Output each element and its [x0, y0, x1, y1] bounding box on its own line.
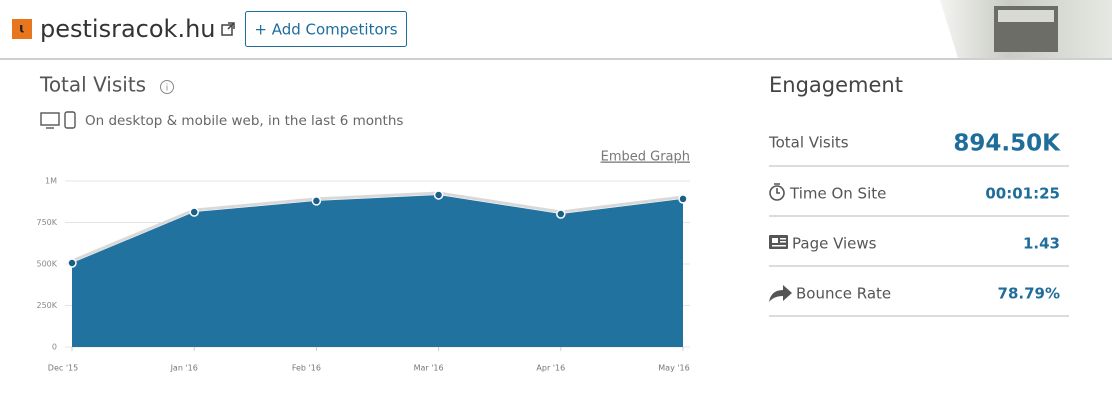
data-point [67, 258, 77, 268]
metric-label: Total Visits [768, 134, 849, 152]
y-tick-label: 0 [52, 343, 57, 352]
subtitle: On desktop & mobile web, in the last 6 m… [85, 113, 403, 129]
metric-label: Time On Site [789, 185, 886, 203]
data-point [189, 207, 199, 217]
area [72, 194, 683, 347]
favicon-glyph: ɩ [19, 22, 25, 37]
data-point [311, 196, 322, 206]
y-tick-label: 500K [36, 260, 57, 269]
x-tick-label: Apr '16 [536, 364, 565, 373]
engagement-title: Engagement [769, 73, 903, 97]
y-tick-label: 250K [36, 301, 57, 310]
thumbnail-detail [998, 10, 1054, 22]
metric-label: Page Views [792, 235, 877, 253]
metric-value: 894.50K [953, 131, 1061, 157]
x-tick-label: Feb '16 [292, 364, 321, 373]
chart: 0 250K 500K 750K 1M Dec '15 Jan '16 Feb '16 Mar … [36, 177, 690, 373]
clock-icon [769, 183, 785, 201]
page-views-icon [769, 235, 788, 249]
section-title: Total Visits [39, 73, 146, 97]
x-tick-label: Dec '15 [48, 364, 78, 373]
embed-graph-link[interactable]: Embed Graph [601, 150, 690, 165]
header-bar [0, 0, 1112, 59]
x-tick-label: Mar '16 [414, 364, 444, 373]
site-favicon [12, 19, 32, 39]
metric-value: 00:01:25 [985, 185, 1060, 203]
metric-label: Bounce Rate [796, 285, 891, 303]
metric-value: 78.79% [998, 285, 1060, 303]
data-point [433, 190, 444, 200]
x-tick-label: Jan '16 [170, 364, 198, 373]
data-point [556, 209, 566, 219]
bounce-icon [769, 285, 792, 302]
x-tick-label: May '16 [658, 364, 689, 373]
external-link-icon[interactable] [221, 22, 235, 36]
device-icons [40, 111, 76, 129]
metric-value: 1.43 [1023, 235, 1060, 253]
y-tick-label: 750K [36, 218, 57, 227]
engagement-table: Total Visits 894.50K Time On Site 00:01:25 P… [768, 131, 1069, 317]
y-tick-label: 1M [45, 177, 57, 186]
info-glyph: i [166, 84, 169, 94]
site-name: pestisracok.hu [40, 15, 216, 43]
add-competitors-button[interactable] [245, 11, 407, 47]
add-competitors-label[interactable]: + Add Competitors [254, 21, 397, 39]
area-outline [71, 191, 684, 263]
data-point [678, 194, 688, 204]
info-icon[interactable] [160, 80, 174, 94]
